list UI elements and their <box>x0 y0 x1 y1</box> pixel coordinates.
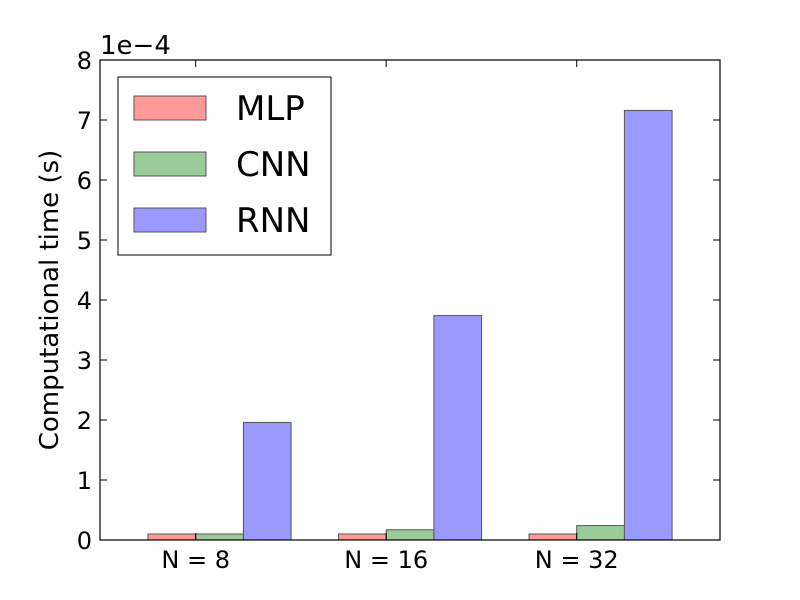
bar-rnn-1 <box>242 421 292 541</box>
x-tick-label: N = 32 <box>535 546 619 574</box>
y-tick-label: 7 <box>77 107 92 135</box>
legend-label-mlp: MLP <box>236 89 305 129</box>
bar-cnn-3 <box>576 525 625 541</box>
legend-swatch-rnn <box>133 207 207 233</box>
y-tick-label: 5 <box>77 227 92 255</box>
y-axis-offset-label: 1e−4 <box>100 31 171 61</box>
bar-cnn-1 <box>195 533 244 541</box>
legend-swatch-mlp <box>133 95 207 121</box>
legend-label-rnn: RNN <box>236 201 311 241</box>
legend: MLP CNN RNN <box>117 76 332 256</box>
bar-mlp-3 <box>528 533 578 541</box>
y-tick-label: 4 <box>77 287 92 315</box>
bar-rnn-3 <box>623 109 673 541</box>
y-tick-label: 6 <box>77 167 92 195</box>
y-axis-label: Computational time (s) <box>35 150 65 451</box>
x-tick-label: N = 8 <box>161 546 230 574</box>
bar-cnn-2 <box>385 529 435 541</box>
y-ticks-group: 0 1 2 3 4 5 6 7 8 <box>77 47 720 555</box>
bar-rnn-2 <box>433 315 483 541</box>
bar-mlp-1 <box>147 533 197 541</box>
y-tick-label: 0 <box>77 527 92 555</box>
bar-mlp-2 <box>338 533 387 541</box>
legend-label-cnn: CNN <box>236 145 311 185</box>
y-tick-label: 2 <box>77 407 92 435</box>
y-tick-label: 3 <box>77 347 92 375</box>
legend-swatch-cnn <box>133 151 207 177</box>
x-ticks-group: N = 8 N = 16 N = 32 <box>161 60 619 574</box>
y-tick-label: 1 <box>77 467 92 495</box>
bars-group <box>147 109 673 541</box>
y-tick-label: 8 <box>77 47 92 75</box>
x-tick-label: N = 16 <box>344 546 428 574</box>
